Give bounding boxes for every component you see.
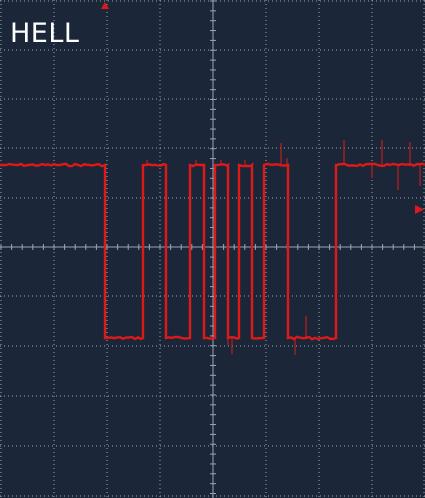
trigger-level-marker bbox=[415, 205, 424, 214]
trigger-position-marker bbox=[101, 2, 109, 9]
trace-path bbox=[0, 162, 425, 341]
signal-trace bbox=[0, 140, 425, 355]
decoded-text-label: HELL bbox=[10, 18, 80, 49]
